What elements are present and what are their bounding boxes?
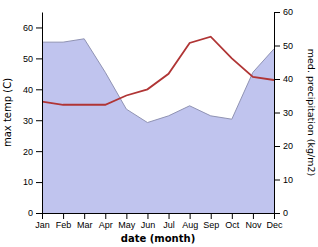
- tick-label: Nov: [245, 220, 262, 230]
- tick: Sep: [203, 213, 219, 230]
- tick: May: [118, 213, 136, 230]
- tick-label: Dec: [266, 220, 283, 230]
- tick-label: Oct: [225, 220, 240, 230]
- tick: Oct: [225, 213, 240, 230]
- tick-label: 20: [283, 141, 293, 151]
- tick-mark: [84, 213, 85, 219]
- plot-area: [42, 37, 274, 213]
- tick-label: May: [118, 220, 136, 230]
- tick: Nov: [245, 213, 262, 230]
- tick-label: 20: [23, 147, 33, 157]
- tick-label: 30: [23, 116, 33, 126]
- tick-mark: [36, 89, 42, 90]
- tick-mark: [211, 213, 212, 219]
- tick: Jan: [35, 213, 50, 230]
- y-axis-title: max temp (C): [2, 78, 13, 147]
- tick-mark: [126, 213, 127, 219]
- chart: JanFebMarAprMayJunJulAugSepOctNovDec0102…: [0, 0, 318, 247]
- tick-mark: [36, 27, 42, 28]
- tick-mark: [105, 213, 106, 219]
- tick-mark: [36, 120, 42, 121]
- tick: 10: [23, 177, 42, 187]
- tick: 60: [23, 23, 42, 33]
- axis-line: [42, 13, 43, 214]
- tick: Apr: [99, 213, 113, 230]
- tick-label: Apr: [99, 220, 113, 230]
- tick-label: 40: [23, 85, 33, 95]
- tick: 50: [23, 54, 42, 64]
- tick-mark: [190, 213, 191, 219]
- tick: Feb: [56, 213, 72, 230]
- tick: Aug: [182, 213, 198, 230]
- tick-label: 10: [283, 175, 293, 185]
- tick: 30: [23, 116, 42, 126]
- tick-label: 0: [283, 208, 288, 218]
- tick-mark: [274, 79, 280, 80]
- tick: 10: [274, 175, 293, 185]
- x-axis: Jan Feb Mar Apr May Jun Jul Aug Sep Oct Nov Dec: [35, 213, 283, 230]
- tick-mark: [232, 213, 233, 219]
- tick-mark: [42, 213, 43, 219]
- tick-mark: [63, 213, 64, 219]
- tick: Mar: [77, 213, 93, 230]
- tick-label: Jul: [163, 220, 175, 230]
- tick-label: Sep: [203, 220, 219, 230]
- tick-label: Aug: [182, 220, 198, 230]
- tick-label: 50: [283, 41, 293, 51]
- tick: 50: [274, 41, 293, 51]
- tick-label: 50: [23, 54, 33, 64]
- tick-label: 0: [28, 208, 33, 218]
- tick: 0: [274, 208, 288, 218]
- tick: Dec: [266, 213, 283, 230]
- axis-line: [43, 213, 275, 214]
- tick-mark: [274, 46, 280, 47]
- y2-axis-title: med. precipitation (kg/m2): [306, 49, 317, 176]
- tick: Jun: [141, 213, 156, 230]
- tick-mark: [36, 213, 42, 214]
- tick: 40: [274, 74, 293, 84]
- tick-mark: [169, 213, 170, 219]
- tick-mark: [274, 180, 280, 181]
- tick-mark: [274, 213, 280, 214]
- tick-mark: [36, 151, 42, 152]
- x-axis-title: date (month): [121, 233, 195, 244]
- tick-label: 60: [23, 23, 33, 33]
- tick-label: 30: [283, 108, 293, 118]
- tick: 40: [23, 85, 42, 95]
- tick-label: Jan: [35, 220, 50, 230]
- tick-mark: [36, 182, 42, 183]
- tick-label: Jun: [141, 220, 156, 230]
- y2-axis: 0 10 20 30 40 50 60: [274, 7, 293, 218]
- tick-label: 60: [283, 7, 293, 17]
- tick-label: Feb: [56, 220, 72, 230]
- tick: 0: [28, 208, 42, 218]
- tick: Jul: [163, 213, 175, 230]
- tick-mark: [274, 12, 280, 13]
- tick-mark: [36, 58, 42, 59]
- tick-mark: [147, 213, 148, 219]
- tick: 30: [274, 108, 293, 118]
- tick-label: 40: [283, 74, 293, 84]
- tick-mark: [253, 213, 254, 219]
- y-axis: 0 10 20 30 40 50 60: [23, 13, 43, 219]
- tick: 20: [23, 147, 42, 157]
- tick-label: 10: [23, 177, 33, 187]
- tick: 20: [274, 141, 293, 151]
- temperature-line: [42, 37, 274, 105]
- tick-label: Mar: [77, 220, 93, 230]
- tick: 60: [274, 7, 293, 17]
- tick-mark: [274, 113, 280, 114]
- tick-mark: [274, 146, 280, 147]
